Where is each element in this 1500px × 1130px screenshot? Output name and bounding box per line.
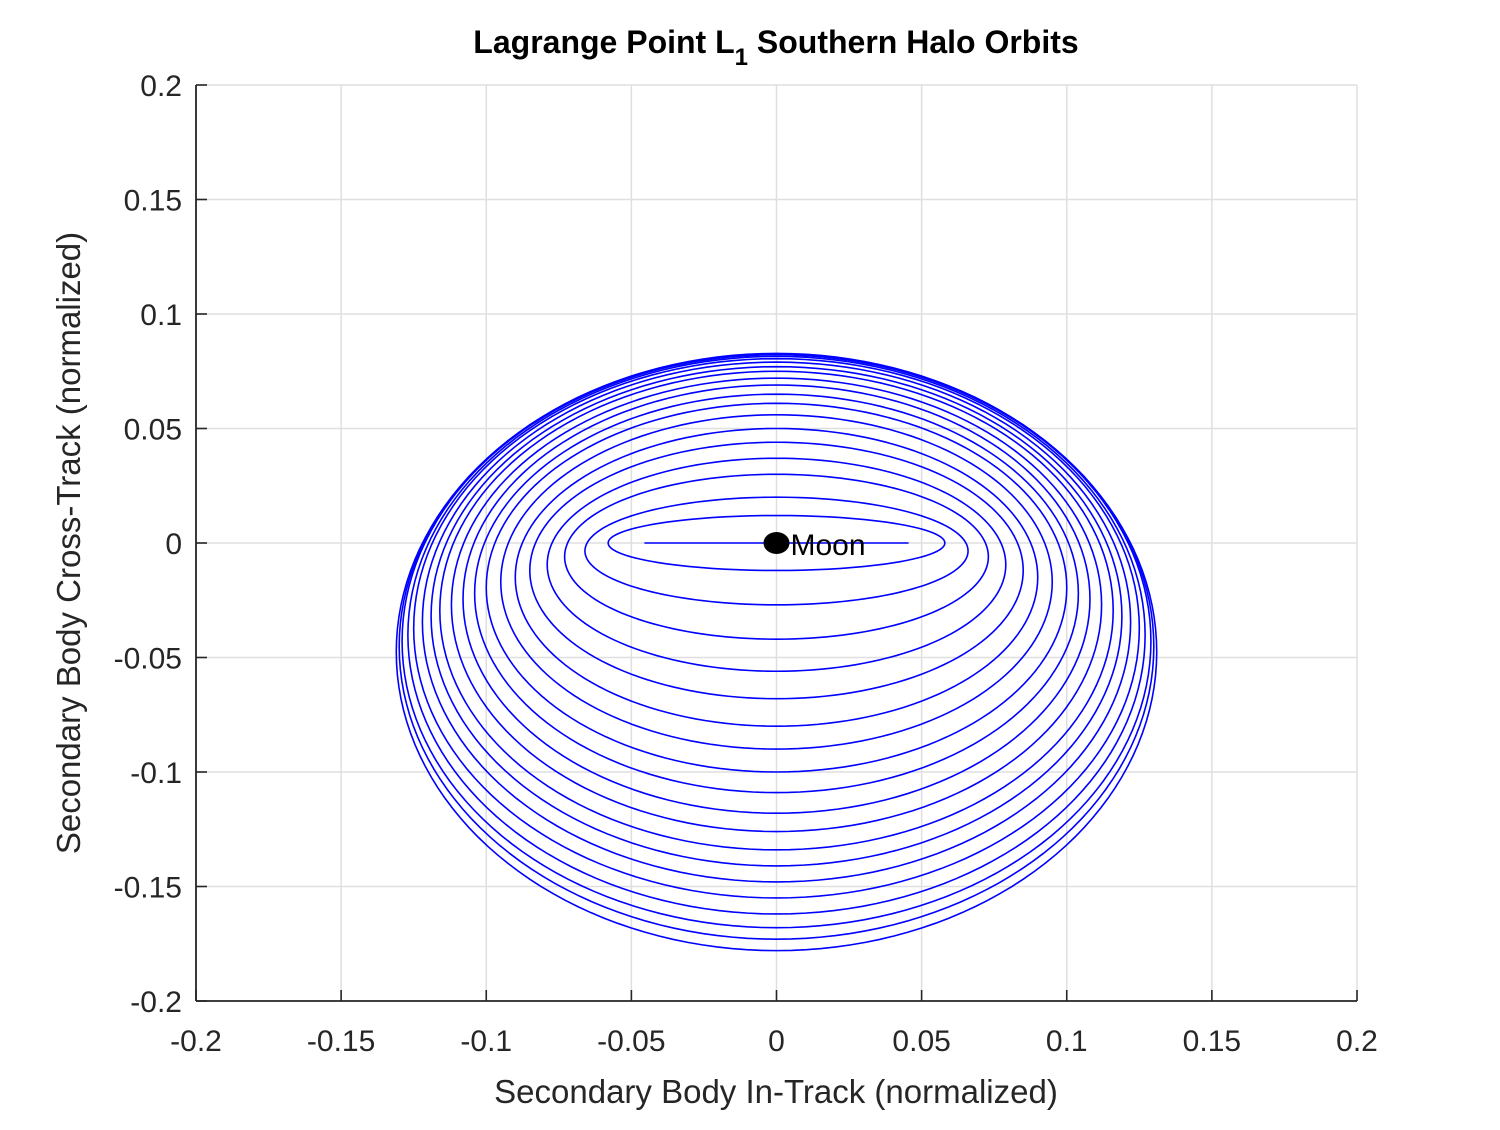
y-tick-label: 0.15 — [124, 185, 182, 218]
x-tick-label: 0.2 — [1336, 1025, 1378, 1058]
orbit-curve — [546, 457, 1007, 673]
orbit-curve — [528, 441, 1025, 700]
y-axis-label: Secondary Body Cross-Track (normalized) — [50, 232, 87, 854]
tick-labels: -0.2 -0.15 -0.1 -0.05 0 0.05 0.1 0.15 0.2 -0.2 -0.… — [114, 70, 1378, 1058]
y-tick-label: 0.2 — [140, 70, 182, 103]
x-tick-label: -0.05 — [597, 1025, 665, 1058]
y-tick-label: 0.05 — [124, 414, 182, 447]
annotations: Moon — [763, 529, 866, 562]
x-tick-label: -0.2 — [170, 1025, 222, 1058]
y-tick-label: 0.1 — [140, 299, 182, 332]
orbit-curve — [473, 393, 1080, 794]
axes-box — [195, 84, 1358, 1002]
orbit-curve — [563, 473, 990, 640]
orbit-curve — [395, 352, 1158, 952]
x-tick-label: -0.15 — [307, 1025, 375, 1058]
x-tick-label: -0.1 — [460, 1025, 512, 1058]
y-tick-label: -0.15 — [114, 872, 182, 905]
orbit-curve — [439, 370, 1114, 851]
orbit-curve — [485, 402, 1068, 773]
y-tick-label: -0.05 — [114, 643, 182, 676]
chart-title-subscript: 1 — [735, 44, 748, 71]
orbit-curve — [421, 361, 1132, 883]
orbit-curve — [584, 496, 969, 606]
x-tick-label: 0 — [768, 1025, 785, 1058]
orbit-curve — [407, 355, 1146, 915]
x-tick-label: 0.05 — [892, 1025, 950, 1058]
orbit-family — [395, 352, 1158, 952]
y-tick-label: 0 — [165, 528, 182, 561]
x-axis-label: Secondary Body In-Track (normalized) — [494, 1073, 1058, 1110]
orbit-curve — [462, 384, 1091, 815]
orbit-curve — [499, 413, 1054, 750]
orbit-curve — [514, 427, 1039, 728]
orbit-curve — [607, 514, 946, 572]
orbit-curve — [412, 357, 1141, 899]
y-tick-label: -0.2 — [130, 986, 182, 1019]
moon-marker — [763, 532, 790, 554]
chart-title-suffix: Southern Halo Orbits — [748, 24, 1079, 60]
x-tick-label: 0.15 — [1183, 1025, 1241, 1058]
y-tick-label: -0.1 — [130, 757, 182, 790]
orbit-curve — [450, 377, 1103, 833]
chart-title: Lagrange Point L1 Southern Halo Orbits — [473, 24, 1078, 71]
moon-label: Moon — [791, 529, 866, 562]
orbit-curve — [430, 365, 1123, 867]
x-tick-label: 0.1 — [1046, 1025, 1088, 1058]
